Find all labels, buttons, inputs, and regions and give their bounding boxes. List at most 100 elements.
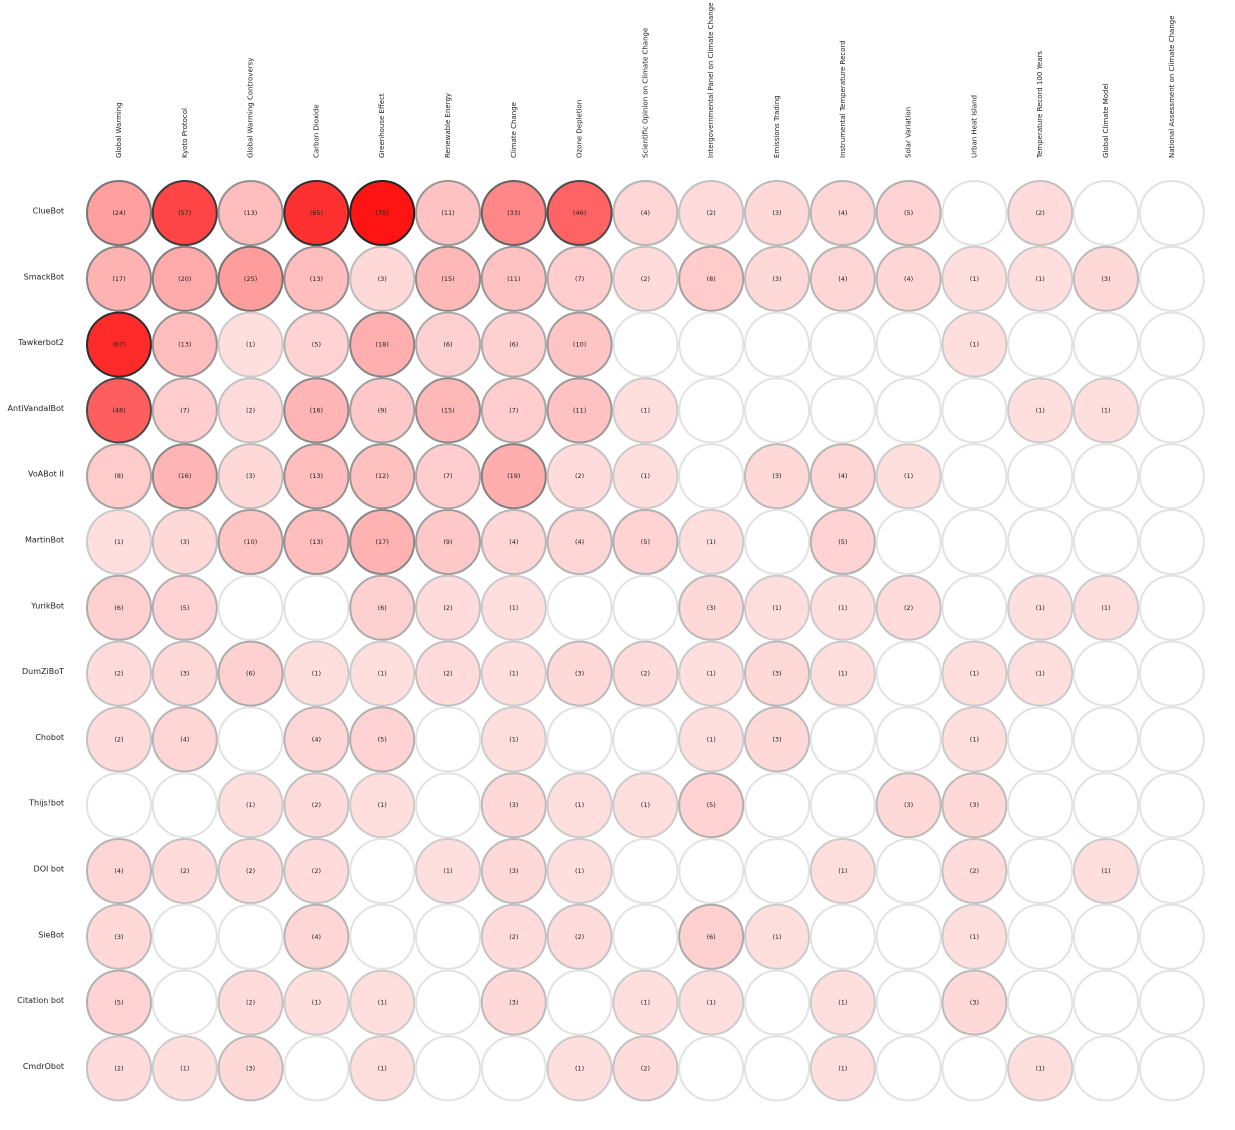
bubble: [217, 311, 284, 378]
value-label: (1): [1101, 867, 1110, 875]
bubble: [480, 245, 547, 312]
bubble: [217, 772, 284, 839]
empty-cell: [875, 969, 942, 1036]
empty-cell: [1007, 838, 1074, 904]
bubble: [546, 377, 613, 444]
empty-cell: [1007, 969, 1074, 1036]
bubble: [217, 245, 284, 312]
column-label: Ozone Depletion: [576, 100, 584, 158]
bubble: [415, 180, 481, 246]
value-label: (1): [838, 604, 847, 612]
empty-cell: [678, 1035, 745, 1102]
value-label: (5): [641, 538, 650, 546]
empty-cell: [678, 443, 745, 510]
bubble: [875, 245, 942, 312]
bubble: [151, 443, 218, 510]
bubble: [151, 838, 218, 904]
empty-cell: [875, 509, 942, 575]
bubble: [151, 640, 218, 707]
value-label: (18): [376, 341, 389, 349]
value-label: (8): [707, 275, 716, 283]
value-label: (3): [772, 275, 781, 283]
empty-cell: [283, 1035, 350, 1102]
empty-cell: [217, 574, 284, 641]
column-label: Climate Change: [510, 102, 518, 158]
value-label: (3): [509, 867, 518, 875]
value-label: (1): [1101, 604, 1110, 612]
value-label: (1): [970, 670, 979, 678]
bubble: [283, 509, 350, 575]
bubble: [809, 245, 876, 312]
bubble: [415, 245, 481, 312]
value-label: (4): [641, 209, 650, 217]
bubble: [480, 311, 547, 378]
bubble: [349, 245, 416, 312]
bubble: [941, 772, 1008, 839]
value-label: (4): [838, 472, 847, 480]
value-label: (2): [443, 604, 452, 612]
empty-cell: [744, 969, 810, 1036]
bubble: [86, 969, 152, 1036]
row-label: Citation bot: [17, 996, 64, 1005]
empty-cell: [1073, 509, 1139, 575]
empty-cell: [1138, 311, 1205, 378]
value-label: (1): [378, 1064, 387, 1072]
column-label: Temperature Record 100 Years: [1036, 51, 1044, 159]
value-label: (1): [838, 1064, 847, 1072]
value-label: (1): [904, 472, 913, 480]
value-label: (6): [246, 670, 255, 678]
empty-cell: [1007, 311, 1074, 378]
bubble: [415, 640, 481, 707]
column-label: Intergovernmental Panel on Climate Chang…: [707, 3, 715, 158]
value-label: (1): [970, 275, 979, 283]
bubble: [1073, 245, 1139, 312]
bubble: [86, 574, 152, 641]
value-label: (2): [1036, 209, 1045, 217]
bubble: [1007, 640, 1074, 707]
row-label: DumZiBoT: [22, 667, 64, 676]
bubble: [86, 838, 152, 904]
value-label: (5): [838, 538, 847, 546]
value-label: (1): [114, 538, 123, 546]
bubble: [809, 640, 876, 707]
bubble: [941, 903, 1008, 970]
value-label: (8): [114, 472, 123, 480]
empty-cell: [217, 706, 284, 773]
value-label: (6): [378, 604, 387, 612]
value-label: (3): [180, 538, 189, 546]
bubble: [349, 574, 416, 641]
value-label: (3): [509, 999, 518, 1007]
empty-cell: [875, 706, 942, 773]
empty-cell: [1073, 969, 1139, 1036]
empty-cell: [809, 903, 876, 970]
value-label: (1): [378, 670, 387, 678]
bubble: [349, 509, 416, 575]
value-label: (13): [244, 209, 257, 217]
value-label: (4): [838, 209, 847, 217]
bubble: [480, 574, 547, 641]
column-label: Global Warming Controversy: [247, 58, 255, 158]
bubble: [809, 969, 876, 1036]
empty-cell: [349, 903, 416, 970]
bubble: [415, 311, 481, 378]
value-label: (1): [641, 406, 650, 414]
bubble: [546, 180, 613, 246]
bubble: [1007, 180, 1074, 246]
value-label: (5): [707, 801, 716, 809]
bubble: [151, 1035, 218, 1102]
value-label: (1): [707, 735, 716, 743]
value-label: (1): [509, 604, 518, 612]
empty-cell: [1073, 706, 1139, 773]
row-label: Chobot: [35, 733, 64, 742]
empty-cell: [744, 377, 810, 444]
bubble: [283, 245, 350, 312]
empty-cell: [875, 640, 942, 707]
value-label: (2): [443, 670, 452, 678]
bubble: [809, 838, 876, 904]
value-label: (3): [246, 472, 255, 480]
empty-cell: [612, 311, 679, 378]
bubble: [283, 838, 350, 904]
value-label: (3): [772, 670, 781, 678]
empty-cell: [612, 838, 679, 904]
value-label: (1): [772, 933, 781, 941]
